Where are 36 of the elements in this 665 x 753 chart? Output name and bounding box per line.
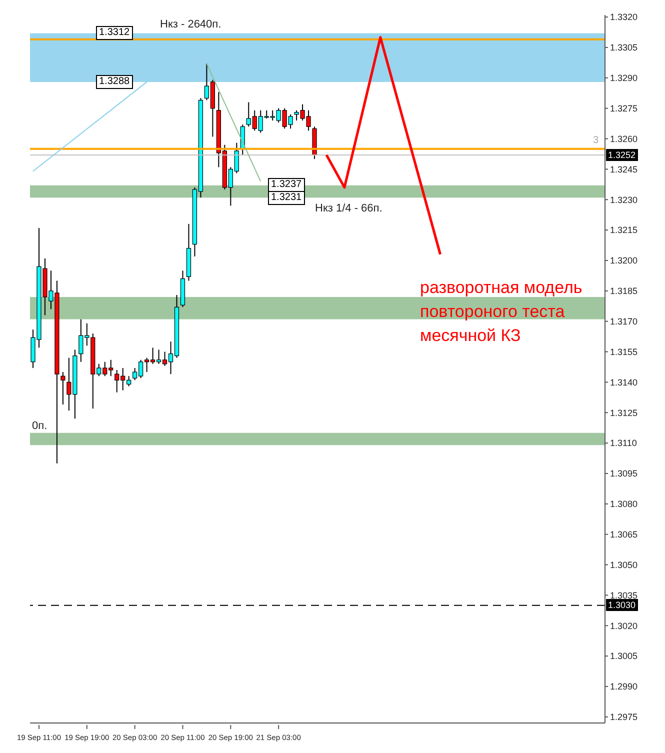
y-tick-label: 1.3155 xyxy=(610,346,638,357)
y-tick-label: 1.3140 xyxy=(610,377,638,388)
y-tick-label: 1.3260 xyxy=(610,134,638,144)
y-tick-label: 1.3095 xyxy=(610,468,638,479)
y-tick-label: 1.3005 xyxy=(610,651,638,662)
y-tick-label: 1.3065 xyxy=(610,530,638,540)
annotation: 1.3237 xyxy=(268,178,305,192)
annotation: 1.3231 xyxy=(268,190,305,205)
band-label: Нкз 1/4 - 66п. xyxy=(315,202,382,215)
y-tick-label: 1.3050 xyxy=(610,560,638,570)
y-tick-label: 1.3320 xyxy=(610,12,638,22)
y-tick-label: 1.2975 xyxy=(610,712,638,722)
y-tick-label: 1.3080 xyxy=(610,499,638,510)
y-tick-label: 1.3275 xyxy=(610,104,638,114)
band-label: Нкз - 2640п. xyxy=(160,18,222,30)
y-tick-label: 1.3305 xyxy=(610,42,638,53)
y-tick-label: 1.3020 xyxy=(610,620,638,631)
y-tick-label: 1.3035 xyxy=(610,590,638,600)
y-tick-label: 1.3290 xyxy=(610,73,638,84)
y-tick-label: 1.3170 xyxy=(610,316,638,327)
y-tick-label: 1.3215 xyxy=(610,225,638,236)
y-tick-label: 1.2990 xyxy=(610,682,638,692)
y-tick-label: 1.3110 xyxy=(610,438,637,448)
y-tick-label: 1.3125 xyxy=(610,408,638,418)
annotation: 1.3288 xyxy=(96,74,133,89)
band-label: 0п. xyxy=(32,420,48,432)
ref-line-label: 1.3252 xyxy=(606,148,638,161)
ref-line-label: 1.3030 xyxy=(606,599,638,612)
y-tick-label: 1.3230 xyxy=(610,194,638,205)
y-tick-label: 1.3200 xyxy=(610,256,638,266)
annotation: 1.3312 xyxy=(96,26,133,40)
y-tick-label: 1.3185 xyxy=(610,286,638,296)
annotation: разворотная модель повтороного теста месячной КЗ xyxy=(420,277,582,347)
y-tick-label: 1.3245 xyxy=(610,164,638,174)
candlestick xyxy=(60,372,66,405)
annotation: 3 xyxy=(593,134,599,146)
